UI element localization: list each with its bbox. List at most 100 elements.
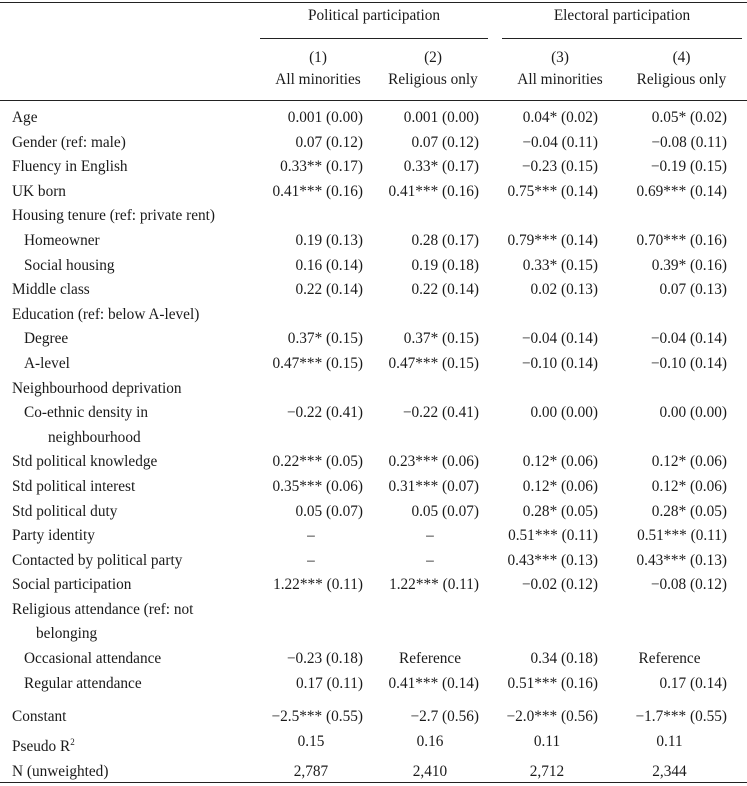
cell-model-2: 0.19 (0.18) bbox=[411, 256, 479, 274]
cell-model-4 bbox=[606, 377, 747, 402]
cell-model-4: 0.07 (0.13) bbox=[659, 281, 727, 299]
cell-model-3 bbox=[488, 598, 606, 647]
table-row: Std political knowledge 0.22*** (0.05) 0.2… bbox=[0, 450, 747, 475]
cell-model-3: −0.02 (0.12) bbox=[521, 576, 598, 594]
row-label: Regular attendance bbox=[0, 672, 250, 697]
row-label-text: Homeowner bbox=[24, 231, 100, 249]
cell-model-2 bbox=[372, 598, 488, 647]
row-label: Education (ref: below A-level) bbox=[0, 303, 250, 328]
table-row: Education (ref: below A-level) bbox=[0, 303, 747, 328]
row-label: Std political knowledge bbox=[0, 450, 250, 475]
cell-model-4: −0.19 (0.15) bbox=[650, 158, 727, 176]
cell-model-1: 0.001 (0.00) bbox=[287, 109, 363, 126]
cell-model-3: 0.11 bbox=[533, 732, 561, 750]
row-label: Age bbox=[0, 106, 250, 131]
regression-table: Age 0.001 (0.00) 0.001 (0.00) 0.04* (0.02) 0… bbox=[0, 106, 747, 784]
cell-model-1: 0.47*** (0.15) bbox=[272, 354, 364, 372]
cell-model-4: 0.70*** (0.16) bbox=[636, 231, 728, 249]
cell-model-2: 0.001 (0.00) bbox=[403, 109, 479, 126]
row-label-text: Middle class bbox=[12, 281, 90, 299]
row-label-text: Constant bbox=[12, 708, 67, 726]
cell-model-2: 0.41*** (0.16) bbox=[388, 182, 480, 200]
table-row: Neighbourhood deprivation bbox=[0, 377, 747, 402]
table-row: Std political duty 0.05 (0.07) 0.05 (0.07)… bbox=[0, 500, 747, 525]
cell-model-3: 0.51*** (0.11) bbox=[508, 527, 598, 545]
row-label: Middle class bbox=[0, 278, 250, 303]
cell-model-4: −0.10 (0.14) bbox=[650, 354, 727, 372]
row-label-text: Fluency in English bbox=[12, 158, 128, 176]
table-row: Middle class 0.22 (0.14) 0.22 (0.14) 0.02 (… bbox=[0, 278, 747, 303]
cell-model-4: 0.00 (0.00) bbox=[659, 404, 727, 422]
cell-model-4: 0.28* (0.05) bbox=[651, 502, 727, 520]
table-row: Social participation 1.22*** (0.11) 1.22**… bbox=[0, 573, 747, 598]
cell-model-4: 0.12* (0.06) bbox=[651, 453, 727, 471]
cell-model-2: −0.22 (0.41) bbox=[402, 404, 479, 422]
row-label: Occasional attendance bbox=[0, 647, 250, 672]
cell-model-3: −0.04 (0.11) bbox=[522, 133, 598, 151]
cell-model-1: 0.17 (0.11) bbox=[296, 674, 363, 692]
row-label: Co-ethnic density in neighbourhood bbox=[0, 401, 250, 450]
table-row: Degree 0.37* (0.15) 0.37* (0.15) −0.04 (0.1… bbox=[0, 327, 747, 352]
row-label-text: Neighbourhood deprivation bbox=[12, 379, 182, 397]
row-label-text: Std political knowledge bbox=[12, 453, 158, 471]
table-row: UK born 0.41*** (0.16) 0.41*** (0.16) 0.75*… bbox=[0, 180, 747, 205]
cell-model-2 bbox=[372, 377, 488, 402]
cell-model-3: 0.12* (0.06) bbox=[522, 477, 598, 495]
cell-model-4: 0.05* (0.02) bbox=[651, 109, 727, 126]
cell-model-1: 0.19 (0.13) bbox=[295, 231, 363, 249]
cell-model-1 bbox=[250, 303, 372, 328]
row-label-text: Social participation bbox=[12, 576, 132, 594]
cell-model-2 bbox=[372, 204, 488, 229]
row-label: Std political interest bbox=[0, 475, 250, 500]
cell-model-4: Reference bbox=[638, 650, 701, 668]
cell-model-1: 0.15 bbox=[297, 732, 325, 750]
table-row: N (unweighted) 2,787 2,410 2,712 2,344 bbox=[0, 760, 747, 785]
cell-model-4: −0.08 (0.11) bbox=[651, 133, 727, 151]
cell-model-1: 0.16 (0.14) bbox=[295, 256, 363, 274]
group-underline-political bbox=[260, 38, 488, 39]
row-label-text: N (unweighted) bbox=[12, 762, 109, 780]
cell-model-2: 0.41*** (0.14) bbox=[388, 674, 480, 692]
row-label-text: Age bbox=[12, 109, 38, 126]
cell-model-4: 0.11 bbox=[656, 732, 683, 750]
table-row: Pseudo R2 0.15 0.16 0.11 0.11 bbox=[0, 730, 747, 760]
row-label-text: Std political interest bbox=[12, 477, 136, 495]
cell-model-2: 0.23*** (0.06) bbox=[388, 453, 480, 471]
cell-model-3: 0.04* (0.02) bbox=[522, 109, 598, 126]
cell-model-1: 0.33** (0.17) bbox=[280, 158, 363, 176]
table-row: Regular attendance 0.17 (0.11) 0.41*** (0.… bbox=[0, 672, 747, 697]
row-label: Contacted by political party bbox=[0, 549, 250, 574]
row-label-text: Co-ethnic density in bbox=[24, 404, 149, 422]
col-header-2: (2) Religious only bbox=[377, 47, 489, 91]
superscript: 2 bbox=[70, 736, 75, 747]
cell-model-2 bbox=[372, 303, 488, 328]
table-row: Age 0.001 (0.00) 0.001 (0.00) 0.04* (0.02) 0… bbox=[0, 106, 747, 131]
row-label: Social housing bbox=[0, 254, 250, 279]
cell-model-4: 0.12* (0.06) bbox=[651, 477, 727, 495]
group-header-electoral: Electoral participation bbox=[553, 7, 691, 24]
cell-model-3: 0.51*** (0.16) bbox=[507, 674, 599, 692]
col-number: (4) bbox=[672, 49, 691, 66]
cell-model-4 bbox=[606, 598, 747, 647]
cell-model-1: – bbox=[307, 527, 315, 545]
cell-model-3: −0.04 (0.14) bbox=[521, 330, 598, 348]
row-label-text: Social housing bbox=[24, 256, 115, 274]
row-label: Neighbourhood deprivation bbox=[0, 377, 250, 402]
cell-model-2: 2,410 bbox=[412, 762, 448, 780]
col-label: Religious only bbox=[388, 71, 478, 88]
cell-model-3: 0.79*** (0.14) bbox=[507, 231, 599, 249]
row-label: UK born bbox=[0, 180, 250, 205]
cell-model-1: 0.07 (0.12) bbox=[295, 133, 363, 151]
table-row: Gender (ref: male) 0.07 (0.12) 0.07 (0.12)… bbox=[0, 131, 747, 156]
cell-model-1 bbox=[250, 204, 372, 229]
cell-model-4: 0.39* (0.16) bbox=[651, 256, 727, 274]
cell-model-3: 0.12* (0.06) bbox=[522, 453, 598, 471]
cell-model-3: −0.10 (0.14) bbox=[521, 354, 598, 372]
group-header-political: Political participation bbox=[307, 7, 441, 24]
row-label: Party identity bbox=[0, 524, 250, 549]
cell-model-2: 0.47*** (0.15) bbox=[388, 354, 480, 372]
cell-model-2: 0.28 (0.17) bbox=[411, 231, 479, 249]
table-row: Homeowner 0.19 (0.13) 0.28 (0.17) 0.79*** (… bbox=[0, 229, 747, 254]
top-rule bbox=[0, 2, 747, 4]
row-label: Pseudo R2 bbox=[0, 730, 250, 760]
